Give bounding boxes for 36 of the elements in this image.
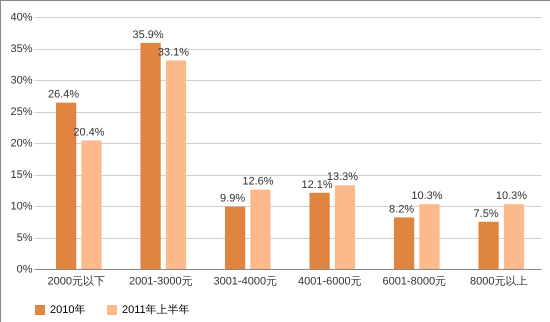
- bar: [504, 204, 524, 269]
- x-tick-label: 2001-3000元: [128, 276, 193, 288]
- x-tick-label: 6001-8000元: [382, 276, 446, 288]
- bar: [309, 192, 330, 269]
- data-label: 26.4%: [48, 88, 80, 101]
- data-label: 12.6%: [242, 176, 274, 188]
- data-label: 10.3%: [496, 190, 528, 202]
- y-tick-label: 35%: [10, 43, 33, 55]
- bar: [166, 60, 186, 269]
- bar: [81, 140, 102, 269]
- y-tick-label: 30%: [10, 74, 33, 86]
- data-label: 12.1%: [301, 178, 333, 191]
- data-label: 35.9%: [132, 28, 164, 41]
- data-label: 7.5%: [474, 208, 499, 220]
- x-tick-label: 3001-4000元: [213, 276, 278, 288]
- data-label: 9.9%: [220, 192, 246, 205]
- y-tick-label: 10%: [10, 200, 33, 212]
- y-tick-label: 5%: [16, 232, 33, 244]
- bar: [478, 222, 499, 269]
- legend-label: 2010年: [50, 304, 86, 316]
- x-tick-label: 2000元以下: [48, 274, 105, 288]
- bar: [394, 217, 414, 269]
- y-tick-label: 40%: [10, 12, 33, 24]
- bar: [334, 185, 356, 269]
- bar: [419, 204, 440, 269]
- bar: [224, 206, 246, 269]
- y-tick-label: 15%: [10, 169, 33, 181]
- x-tick-label: 8000元以上: [470, 274, 528, 288]
- legend-label: 2011年上半年: [122, 303, 190, 316]
- y-tick-label: 0%: [16, 264, 33, 276]
- y-tick-label: 20%: [10, 138, 33, 150]
- x-tick-label: 4001-6000元: [298, 276, 362, 288]
- bar: [250, 190, 271, 269]
- y-tick-label: 25%: [10, 106, 33, 118]
- data-label: 10.3%: [411, 190, 443, 202]
- data-label: 8.2%: [389, 203, 414, 216]
